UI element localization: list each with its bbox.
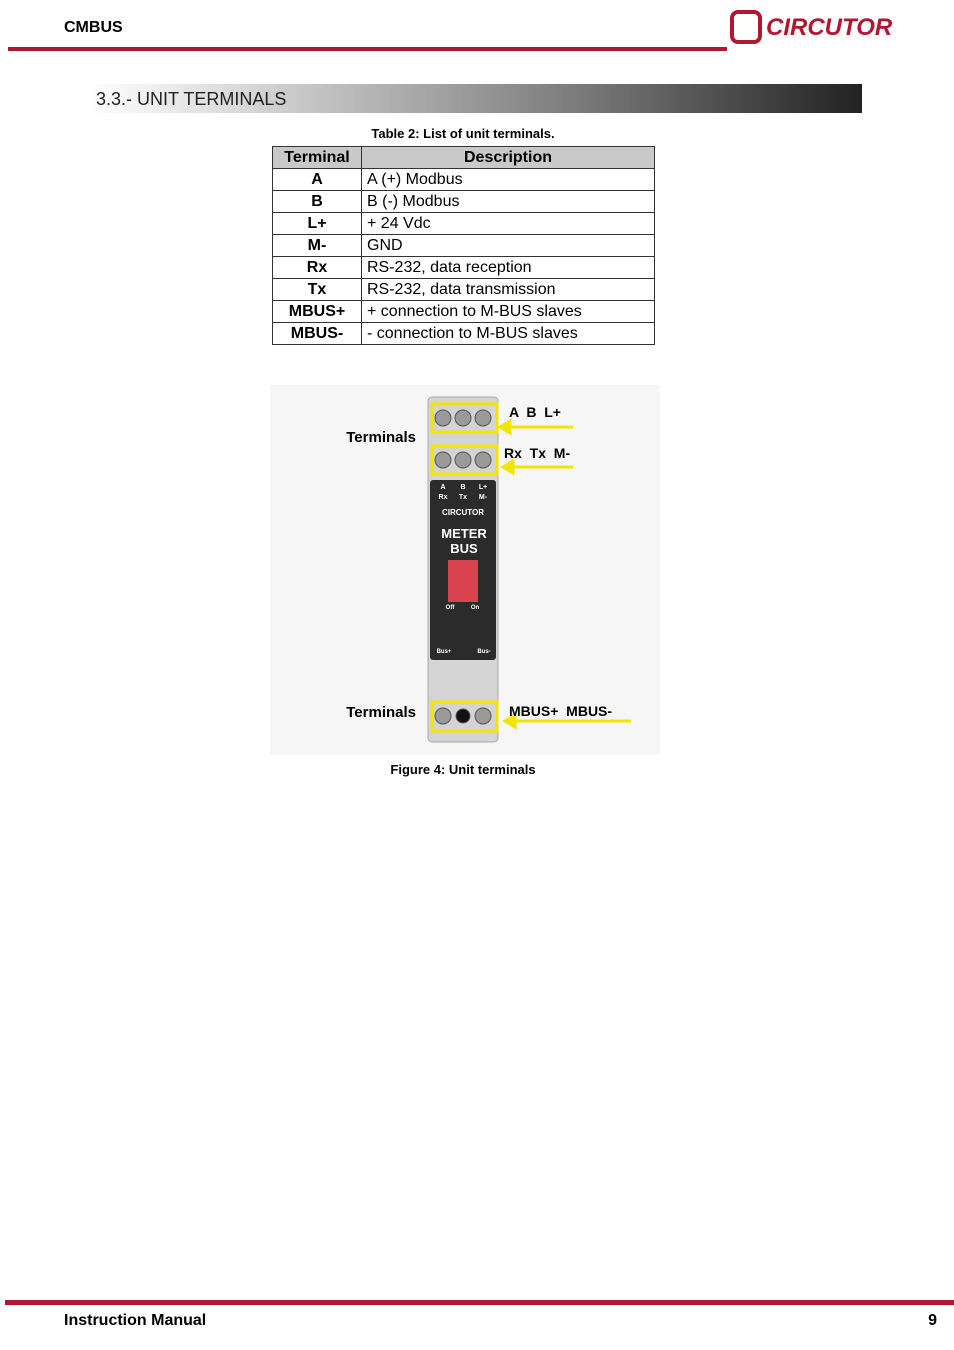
footer-rule (5, 1300, 954, 1305)
description-cell: B (-) Modbus (361, 190, 655, 213)
device-label: A (440, 484, 445, 491)
table-row: MBUS- - connection to M-BUS slaves (272, 322, 655, 345)
header-rule (8, 47, 727, 51)
screw (455, 708, 471, 724)
description-cell: RS-232, data reception (361, 256, 655, 279)
table-row: L+ + 24 Vdc (272, 212, 655, 235)
device-label: B (460, 484, 465, 491)
callout: MBUS+ MBUS- (509, 703, 612, 719)
figure-label: Terminals (346, 704, 416, 721)
figure-label: Terminals (346, 429, 416, 446)
table-caption: Table 2: List of unit terminals. (371, 126, 555, 141)
logo-text: CIRCUTOR (766, 14, 893, 41)
terminal-cell: A (272, 168, 362, 191)
figure-caption: Figure 4: Unit terminals (390, 762, 536, 777)
description-cell: + 24 Vdc (361, 212, 655, 235)
description-cell: + connection to M-BUS slaves (361, 300, 655, 323)
screw (474, 707, 492, 725)
device-label: On (471, 605, 480, 611)
footer-title: Instruction Manual (64, 1312, 207, 1329)
description-cell: - connection to M-BUS slaves (361, 322, 655, 345)
arrow-head (497, 418, 512, 436)
highlight (430, 700, 499, 733)
device-label: Bus+ (437, 649, 452, 655)
arrow-head (502, 712, 517, 730)
device-label: L+ (479, 484, 487, 491)
figure: Terminals Terminals A B L+ Rx Tx M- MBUS… (270, 385, 660, 755)
device-label: M- (479, 494, 488, 501)
terminal-cell: L+ (272, 212, 362, 235)
screw (454, 409, 472, 427)
logo-mark (730, 10, 762, 44)
terminal-cell: B (272, 190, 362, 213)
logo: CIRCUTOR (730, 10, 893, 44)
section-title: 3.3.- UNIT TERMINALS (96, 89, 287, 109)
table-row: M- GND (272, 234, 655, 257)
description-cell: GND (361, 234, 655, 257)
terminal-cell: MBUS+ (272, 300, 362, 323)
device-label: METER (441, 526, 487, 541)
screw (474, 409, 492, 427)
section-band (88, 84, 862, 113)
page-number: 9 (928, 1312, 937, 1329)
terminal-cell: Tx (272, 278, 362, 301)
highlight (430, 402, 499, 434)
screw (454, 451, 472, 469)
description-cell: RS-232, data transmission (361, 278, 655, 301)
table-row: Tx RS-232, data transmission (272, 278, 655, 301)
callout: A B L+ (509, 404, 561, 420)
header-title: CMBUS (64, 19, 123, 36)
table-row: MBUS+ + connection to M-BUS slaves (272, 300, 655, 323)
column-header: Terminal (272, 146, 362, 169)
device-label: Bus- (477, 649, 490, 655)
column-header: Description (361, 146, 655, 169)
screw (434, 707, 452, 725)
screw (434, 409, 452, 427)
device-label: Tx (459, 494, 467, 501)
description-cell: A (+) Modbus (361, 168, 655, 191)
device-label: Rx (439, 494, 448, 501)
screw (474, 451, 492, 469)
highlight (430, 444, 499, 476)
device-label: Off (446, 605, 456, 611)
device-label: BUS (450, 541, 478, 556)
terminal-cell: Rx (272, 256, 362, 279)
screw (434, 451, 452, 469)
table-row: Rx RS-232, data reception (272, 256, 655, 279)
callout: Rx Tx M- (504, 445, 570, 461)
terminal-cell: M- (272, 234, 362, 257)
arrow-head (500, 458, 515, 476)
dip-switch (448, 560, 478, 602)
terminal-cell: MBUS- (272, 322, 362, 345)
device-label: CIRCUTOR (442, 508, 484, 517)
